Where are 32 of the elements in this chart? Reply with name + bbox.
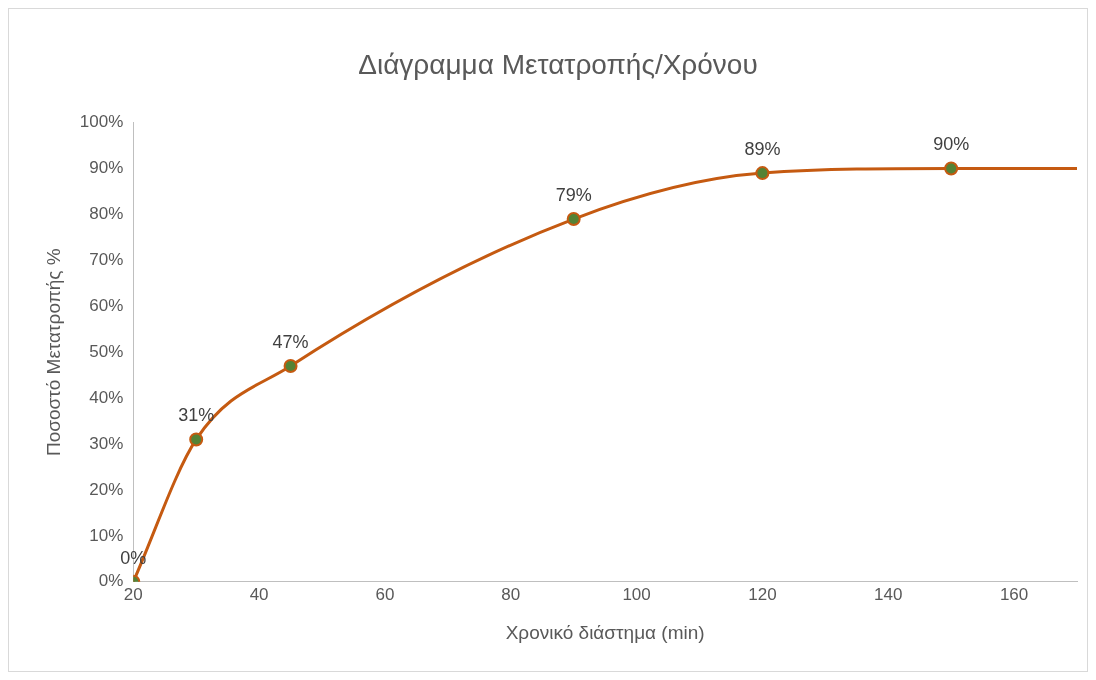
y-tick-label: 70% <box>89 250 124 270</box>
y-tick-label: 0% <box>98 571 124 591</box>
data-label: 31% <box>178 405 215 426</box>
point <box>283 358 298 373</box>
y-tick-label: 10% <box>89 525 124 545</box>
y-tick-label: 20% <box>89 479 124 499</box>
x-tick-label: 60 <box>375 584 395 604</box>
x-tick-label: 140 <box>874 584 903 604</box>
x-tick-label: 120 <box>748 584 777 604</box>
x-tick-label: 80 <box>501 584 521 604</box>
y-tick-label: 50% <box>89 341 124 361</box>
point <box>566 212 581 227</box>
y-tick-label: 80% <box>89 204 124 224</box>
y-tick-label: 90% <box>89 158 124 178</box>
y-tick-label: 60% <box>89 295 124 315</box>
x-tick-label: 20 <box>123 584 143 604</box>
x-tick-label: 100 <box>622 584 651 604</box>
chart-title: Διάγραμμα Μετατροπής/Χρόνου <box>358 48 758 80</box>
point <box>755 166 770 181</box>
y-axis-title: Ποσοστό Μετατροπής % <box>42 248 64 457</box>
x-axis-title: Χρονικό διάστημα (min) <box>505 621 705 643</box>
y-tick-label: 30% <box>89 433 124 453</box>
x-tick-label: 160 <box>999 584 1029 604</box>
data-label: 90% <box>933 134 970 155</box>
x-tick-label: 40 <box>249 584 269 604</box>
data-label: 47% <box>272 331 309 352</box>
data-label: 89% <box>744 139 781 160</box>
point <box>944 161 959 176</box>
point <box>189 432 204 447</box>
y-tick-label: 40% <box>89 387 124 407</box>
y-tick-label: 100% <box>79 112 124 132</box>
data-label: 79% <box>555 185 592 205</box>
